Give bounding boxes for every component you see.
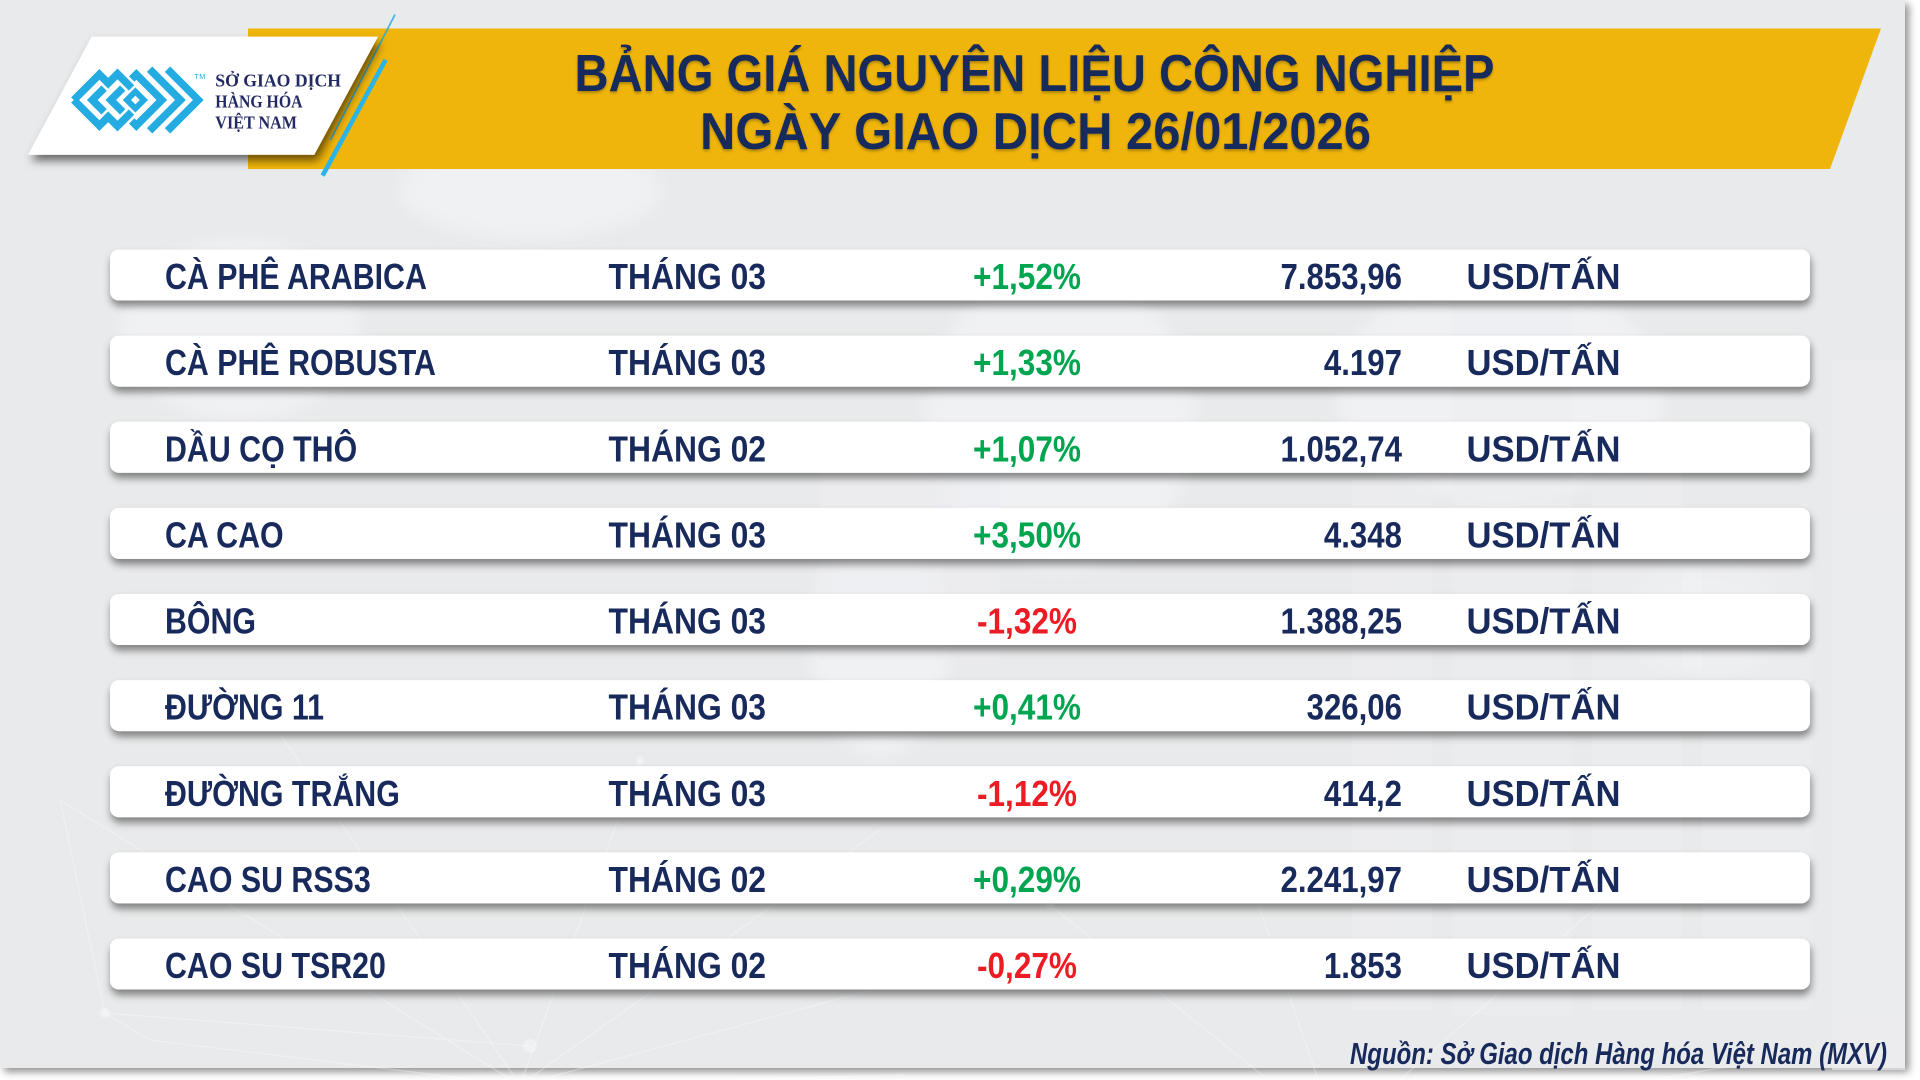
svg-text:USD/TẤN: USD/TẤN bbox=[1467, 428, 1621, 469]
svg-text:2.241,97: 2.241,97 bbox=[1281, 859, 1403, 900]
svg-text:4.348: 4.348 bbox=[1324, 514, 1402, 555]
svg-text:1.853: 1.853 bbox=[1324, 945, 1402, 986]
svg-text:DẦU CỌ THÔ: DẦU CỌ THÔ bbox=[165, 427, 357, 469]
svg-text:USD/TẤN: USD/TẤN bbox=[1467, 514, 1621, 555]
svg-text:-0,27%: -0,27% bbox=[977, 945, 1077, 986]
svg-text:HÀNG HÓA: HÀNG HÓA bbox=[215, 91, 302, 111]
svg-text:326,06: 326,06 bbox=[1307, 687, 1402, 728]
svg-text:TM: TM bbox=[195, 72, 206, 81]
svg-text:USD/TẤN: USD/TẤN bbox=[1467, 342, 1621, 383]
svg-text:414,2: 414,2 bbox=[1324, 773, 1402, 814]
svg-text:ĐƯỜNG TRẮNG: ĐƯỜNG TRẮNG bbox=[165, 772, 400, 814]
svg-text:Nguồn: Sở Giao dịch Hàng hóa V: Nguồn: Sở Giao dịch Hàng hóa Việt Nam (M… bbox=[1350, 1036, 1887, 1071]
svg-text:BẢNG GIÁ NGUYÊN LIỆU CÔNG NGHI: BẢNG GIÁ NGUYÊN LIỆU CÔNG NGHIỆP bbox=[575, 44, 1495, 102]
svg-text:THÁNG 03: THÁNG 03 bbox=[609, 687, 767, 728]
svg-text:USD/TẤN: USD/TẤN bbox=[1467, 859, 1621, 900]
svg-text:USD/TẤN: USD/TẤN bbox=[1467, 601, 1621, 642]
svg-text:USD/TẤN: USD/TẤN bbox=[1467, 773, 1621, 814]
svg-text:+3,50%: +3,50% bbox=[973, 514, 1081, 555]
svg-text:USD/TẤN: USD/TẤN bbox=[1467, 256, 1621, 297]
svg-text:CAO SU TSR20: CAO SU TSR20 bbox=[165, 945, 386, 986]
svg-text:USD/TẤN: USD/TẤN bbox=[1467, 945, 1621, 986]
svg-text:USD/TẤN: USD/TẤN bbox=[1467, 687, 1621, 728]
svg-text:7.853,96: 7.853,96 bbox=[1281, 256, 1403, 297]
svg-text:BÔNG: BÔNG bbox=[165, 600, 256, 642]
svg-text:-1,32%: -1,32% bbox=[977, 601, 1077, 642]
svg-text:+1,07%: +1,07% bbox=[973, 428, 1081, 469]
svg-text:1.052,74: 1.052,74 bbox=[1281, 428, 1403, 469]
svg-text:+0,29%: +0,29% bbox=[973, 859, 1081, 900]
svg-text:CAO SU RSS3: CAO SU RSS3 bbox=[165, 859, 371, 900]
svg-text:ĐƯỜNG 11: ĐƯỜNG 11 bbox=[165, 686, 324, 728]
svg-text:THÁNG 02: THÁNG 02 bbox=[609, 428, 767, 469]
svg-text:4.197: 4.197 bbox=[1324, 342, 1402, 383]
svg-text:-1,12%: -1,12% bbox=[977, 773, 1077, 814]
svg-text:+1,33%: +1,33% bbox=[973, 342, 1081, 383]
svg-text:VIỆT NAM: VIỆT NAM bbox=[215, 113, 297, 133]
svg-text:CÀ PHÊ ROBUSTA: CÀ PHÊ ROBUSTA bbox=[165, 341, 436, 383]
svg-text:CÀ PHÊ ARABICA: CÀ PHÊ ARABICA bbox=[165, 255, 427, 297]
svg-text:THÁNG 02: THÁNG 02 bbox=[609, 859, 767, 900]
svg-text:1.388,25: 1.388,25 bbox=[1281, 601, 1403, 642]
svg-text:THÁNG 03: THÁNG 03 bbox=[609, 514, 767, 555]
svg-text:THÁNG 03: THÁNG 03 bbox=[609, 342, 767, 383]
svg-text:THÁNG 03: THÁNG 03 bbox=[609, 256, 767, 297]
svg-text:SỞ GIAO DỊCH: SỞ GIAO DỊCH bbox=[215, 71, 341, 91]
svg-text:+1,52%: +1,52% bbox=[973, 256, 1081, 297]
svg-text:+0,41%: +0,41% bbox=[973, 687, 1081, 728]
svg-text:THÁNG 03: THÁNG 03 bbox=[609, 601, 767, 642]
svg-text:CA CAO: CA CAO bbox=[165, 514, 284, 555]
svg-text:THÁNG 02: THÁNG 02 bbox=[609, 945, 767, 986]
svg-text:THÁNG 03: THÁNG 03 bbox=[609, 773, 767, 814]
svg-text:NGÀY GIAO DỊCH 26/01/2026: NGÀY GIAO DỊCH 26/01/2026 bbox=[700, 102, 1371, 160]
